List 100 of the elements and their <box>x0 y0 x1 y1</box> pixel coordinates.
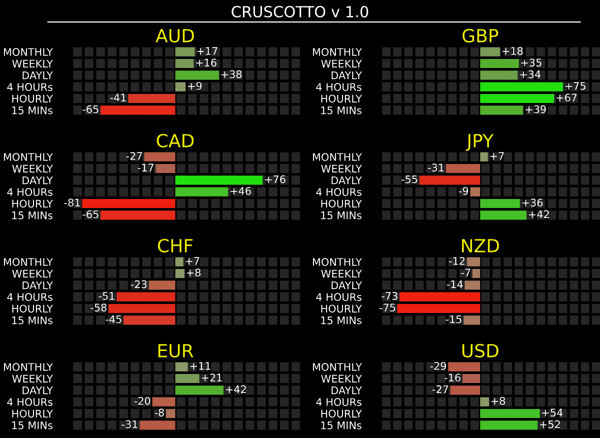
y-tick-label: DAYLY <box>332 176 362 184</box>
data-label: -27 <box>432 385 448 394</box>
y-tick-label: 15 MINs <box>321 106 362 114</box>
data-label: -17 <box>138 164 154 172</box>
y-tick-label: DAYLY <box>22 386 53 394</box>
y-tick-label: HOURLY <box>12 410 53 418</box>
data-label: -45 <box>106 315 122 324</box>
text: CRUSCOTTO v 1.0 <box>232 6 368 18</box>
data-label: +35 <box>521 58 542 67</box>
data-label: -23 <box>130 280 147 288</box>
data-label: -29 <box>430 362 446 370</box>
chart-title: USD <box>462 344 498 358</box>
data-label: +46 <box>230 186 251 195</box>
data-label: +54 <box>542 408 563 417</box>
y-tick-label: MONTHLY <box>4 153 53 161</box>
y-tick-label: DAYLY <box>22 282 53 290</box>
chart-title: CHF <box>158 238 192 252</box>
y-tick-label: WEEKLY <box>12 270 53 278</box>
y-tick-label: 15 MINs <box>321 316 362 324</box>
y-tick-label: MONTHLY <box>313 363 362 371</box>
data-label: -31 <box>122 420 138 428</box>
data-label: +18 <box>502 46 523 55</box>
y-tick-label: DAYLY <box>332 72 362 80</box>
y-tick-label: 15 MINs <box>321 422 362 430</box>
data-label: -12 <box>449 256 464 265</box>
data-label: -51 <box>98 292 114 300</box>
data-label: +8 <box>491 396 506 405</box>
data-label: +7 <box>186 257 200 265</box>
y-tick-label: DAYLY <box>332 386 362 394</box>
chart-title: JPY <box>466 134 494 151</box>
y-tick-label: WEEKLY <box>321 374 362 382</box>
y-tick-label: 15 MINs <box>12 106 52 114</box>
data-label: +67 <box>556 94 577 102</box>
data-label: -81 <box>64 198 80 207</box>
y-tick-label: 15 MINs <box>12 422 52 430</box>
y-tick-label: HOURLY <box>12 304 53 313</box>
data-label: +42 <box>529 210 549 218</box>
data-label: +42 <box>226 385 246 394</box>
y-tick-label: DAYLY <box>332 282 362 290</box>
data-label: -41 <box>110 94 126 102</box>
data-label: -73 <box>382 292 398 300</box>
data-label: +75 <box>565 82 586 90</box>
data-label: -7 <box>461 268 470 276</box>
data-label: +38 <box>221 70 242 78</box>
data-label: +34 <box>520 70 540 78</box>
y-tick-label: WEEKLY <box>321 270 362 278</box>
data-label: +11 <box>190 362 210 370</box>
data-label: +7 <box>490 152 504 160</box>
y-tick-label: 4 HOURs <box>7 398 52 406</box>
y-tick-label: 4 HOURs <box>7 188 52 196</box>
data-label: +8 <box>186 268 200 277</box>
data-label: -9 <box>458 186 468 195</box>
y-tick-label: MONTHLY <box>4 363 53 371</box>
data-label: -31 <box>428 164 444 172</box>
data-label: +36 <box>522 198 543 207</box>
y-tick-label: WEEKLY <box>12 164 53 172</box>
data-label: -58 <box>90 304 106 312</box>
data-label: -20 <box>134 396 150 405</box>
chart-title: EUR <box>158 344 194 358</box>
y-tick-label: HOURLY <box>12 200 53 208</box>
y-tick-label: WEEKLY <box>321 164 362 172</box>
data-label: +16 <box>196 58 216 67</box>
y-tick-label: 15 MINs <box>12 316 52 324</box>
y-tick-label: HOURLY <box>12 94 53 103</box>
y-tick-label: WEEKLY <box>321 60 362 68</box>
data-label: +9 <box>188 82 202 90</box>
y-tick-label: HOURLY <box>321 304 362 313</box>
data-label: -65 <box>82 210 98 218</box>
y-tick-label: WEEKLY <box>12 374 53 382</box>
y-tick-label: HOURLY <box>321 94 362 103</box>
data-label: -15 <box>446 315 462 324</box>
data-label: -14 <box>446 280 463 288</box>
data-label: +39 <box>526 105 546 114</box>
y-tick-label: HOURLY <box>321 410 362 418</box>
data-label: -27 <box>126 152 142 160</box>
data-label: -75 <box>379 304 396 312</box>
data-label: +52 <box>540 420 560 428</box>
data-label: +21 <box>202 374 222 382</box>
y-tick-label: 4 HOURs <box>316 188 362 196</box>
chart-title: AUD <box>156 29 194 42</box>
y-tick-label: WEEKLY <box>12 60 53 68</box>
y-tick-label: 4 HOURs <box>7 83 52 91</box>
data-label: +76 <box>265 175 286 184</box>
chart-title: CAD <box>156 134 194 148</box>
chart-title: NZD <box>462 239 499 252</box>
y-tick-label: MONTHLY <box>4 258 53 266</box>
data-label: -16 <box>444 374 460 382</box>
data-label: -65 <box>82 105 98 114</box>
chart-title: GBP <box>462 28 498 42</box>
data-label: +17 <box>197 47 218 55</box>
y-tick-label: 4 HOURs <box>316 83 362 91</box>
y-tick-label: DAYLY <box>22 176 53 184</box>
y-tick-label: DAYLY <box>22 72 53 80</box>
y-tick-label: MONTHLY <box>4 48 53 56</box>
y-tick-label: 4 HOURs <box>316 293 362 301</box>
y-tick-label: 15 MINs <box>12 212 52 220</box>
data-label: -55 <box>402 175 418 184</box>
y-tick-label: MONTHLY <box>313 258 362 266</box>
y-tick-label: MONTHLY <box>313 48 362 56</box>
y-tick-label: 4 HOURs <box>316 398 362 406</box>
